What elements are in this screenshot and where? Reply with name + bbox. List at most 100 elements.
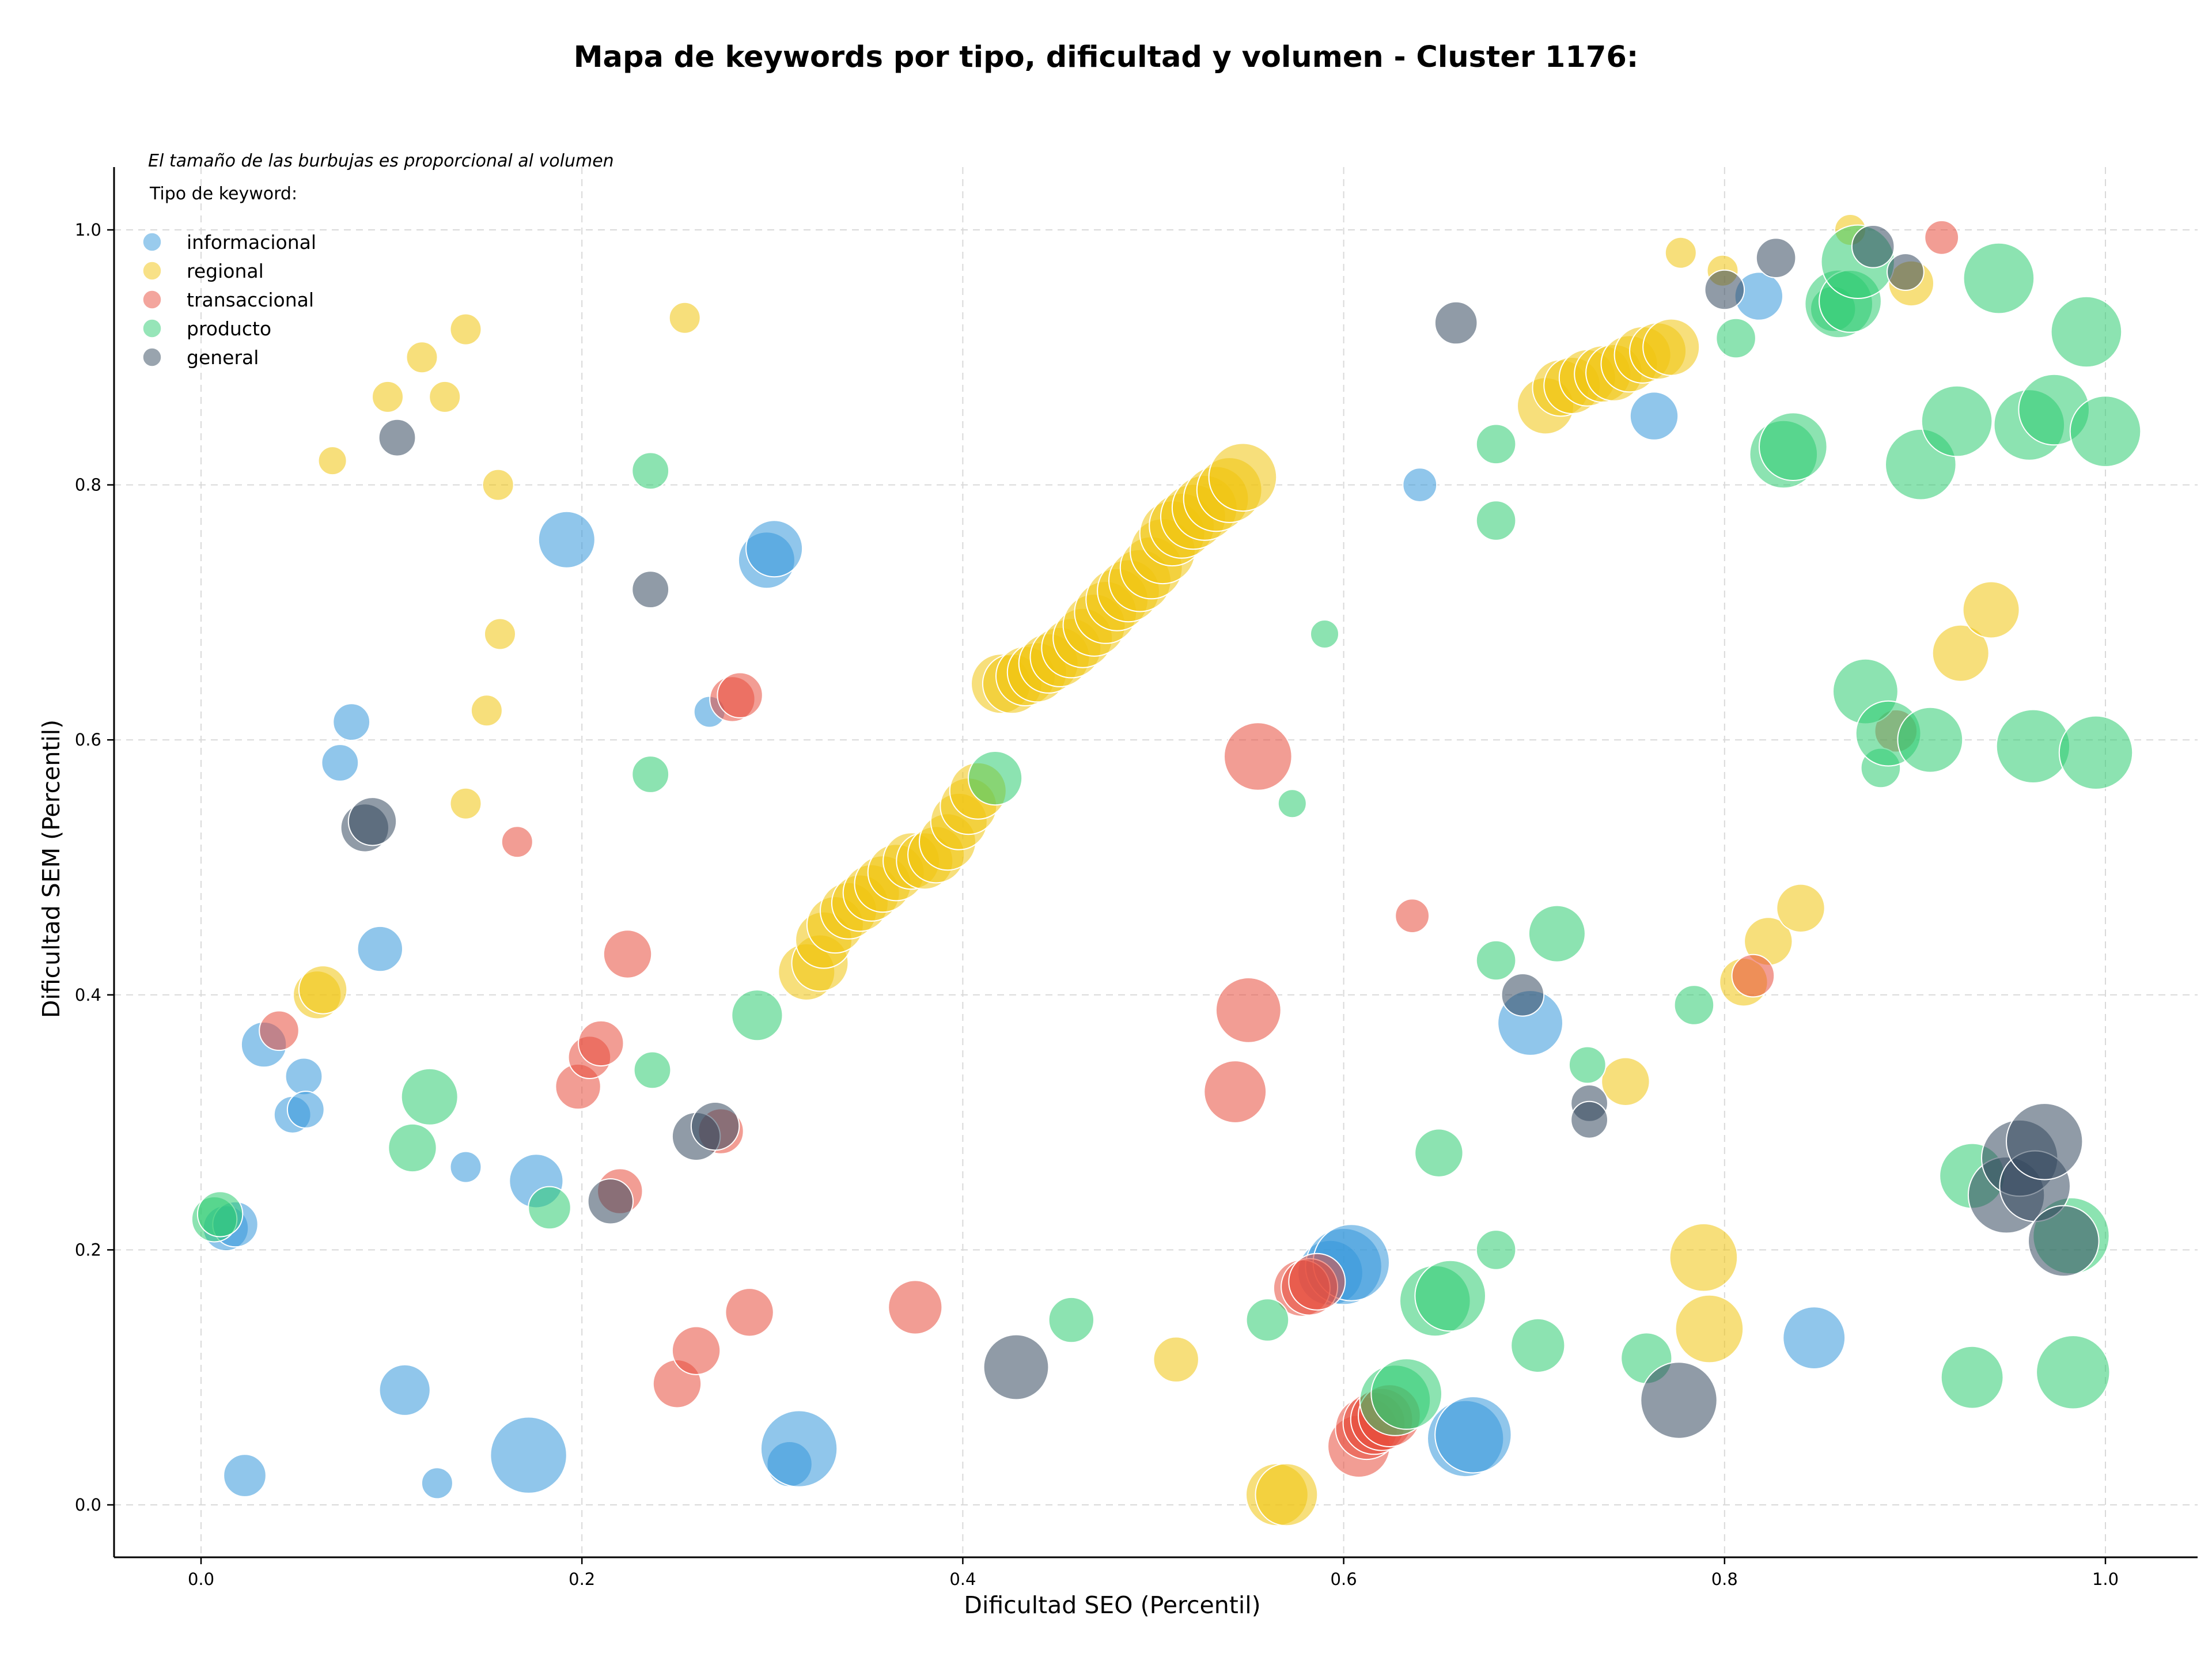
bubble-producto <box>1277 789 1307 819</box>
bubble-producto <box>731 989 783 1042</box>
bubble-regional <box>1669 1223 1738 1292</box>
bubble-regional <box>449 787 482 820</box>
legend-title: Tipo de keyword: <box>149 184 297 204</box>
x-tick-label: 0.8 <box>1711 1569 1738 1589</box>
bubble-regional <box>1776 883 1825 933</box>
bubble-general <box>690 1102 740 1151</box>
bubble-general <box>1755 237 1797 279</box>
bubble-producto <box>400 1068 459 1126</box>
bubble-producto <box>2058 715 2134 790</box>
bubble-regional <box>1601 1057 1650 1107</box>
bubble-producto <box>2036 1335 2111 1410</box>
bubble-informacional <box>285 1057 323 1096</box>
y-tick-label: 1.0 <box>75 220 101 240</box>
bubble-regional <box>1931 624 1990 682</box>
bubble-informacional <box>490 1416 567 1494</box>
bubble-general <box>1640 1361 1718 1439</box>
bubble-producto <box>631 755 670 793</box>
legend-label-general: general <box>187 346 259 369</box>
bubble-regional <box>1675 1294 1744 1364</box>
bubble-informacional <box>745 520 804 578</box>
bubble-general <box>587 1178 634 1225</box>
series-producto <box>191 224 2142 1436</box>
bubble-transaccional <box>1224 722 1293 791</box>
bubble-transaccional <box>1203 1060 1267 1123</box>
bubble-producto <box>1475 1229 1517 1270</box>
bubble-informacional <box>1629 391 1679 441</box>
bubble-regional <box>1962 581 2020 639</box>
y-axis-label: Dificultad SEM (Percentil) <box>37 720 65 1018</box>
legend-label-informacional: informacional <box>187 231 316 253</box>
series-regional <box>293 214 2020 1527</box>
bubble-transaccional <box>501 826 533 858</box>
bubble-regional <box>429 380 461 413</box>
bubble-transaccional <box>1288 1253 1346 1311</box>
bubble-general <box>1887 253 1925 291</box>
bubble-informacional <box>286 1091 325 1129</box>
legend-label-transaccional: transaccional <box>187 289 314 311</box>
bubble-regional <box>1153 1336 1199 1383</box>
legend-marker-general <box>142 347 162 367</box>
bubble-producto <box>1759 412 1828 482</box>
bubble-informacional <box>321 744 359 782</box>
bubble-informacional <box>1434 1396 1512 1474</box>
bubble-regional <box>1208 442 1278 512</box>
bubble-producto <box>2050 296 2123 368</box>
bubble-transaccional <box>1395 898 1430 933</box>
x-tick-label: 0.0 <box>188 1569 214 1589</box>
bubble-general <box>1704 269 1745 311</box>
bubble-general <box>378 418 416 457</box>
legend-label-producto: producto <box>187 317 271 340</box>
bubble-informacional <box>223 1454 267 1497</box>
bubble-general <box>347 797 397 846</box>
bubble-regional <box>668 301 701 334</box>
bubble-producto <box>1568 1046 1607 1084</box>
bubble-regional <box>484 618 516 650</box>
y-tick-label: 0.6 <box>75 730 101 750</box>
bubble-producto <box>1715 317 1756 359</box>
y-tick-label: 0.4 <box>75 985 101 1005</box>
bubble-general <box>2028 1205 2100 1277</box>
series-informacional <box>202 271 1846 1500</box>
legend-label-regional: regional <box>187 260 264 282</box>
bubble-producto <box>1528 905 1586 963</box>
bubble-producto <box>388 1123 437 1173</box>
bubble-producto <box>1310 619 1339 649</box>
x-tick-label: 1.0 <box>2092 1569 2119 1589</box>
bubble-transaccional <box>1924 220 1960 255</box>
bubble-transaccional <box>578 1020 624 1067</box>
bubble-producto <box>968 751 1023 806</box>
x-axis-label: Dificultad SEO (Percentil) <box>964 1591 1260 1619</box>
bubble-producto <box>1475 500 1517 541</box>
bubble-regional <box>1255 1463 1319 1527</box>
bubble-regional <box>406 341 438 374</box>
bubble-regional <box>298 965 348 1015</box>
x-tick-label: 0.2 <box>569 1569 595 1589</box>
bubble-producto <box>1048 1296 1095 1344</box>
bubble-regional <box>449 313 482 346</box>
grid <box>114 167 2198 1557</box>
series-general <box>340 225 2100 1439</box>
bubble-producto <box>2069 395 2142 468</box>
bubble-informacional <box>421 1467 453 1500</box>
axes: 0.0 0.2 0.4 0.6 0.8 1.0 0.0 0.2 0.4 0.6 0.8 1.0 <box>75 167 2198 1589</box>
bubble-producto <box>1245 1298 1290 1342</box>
y-tick-label: 0.0 <box>75 1495 101 1515</box>
bubble-regional <box>1664 236 1697 269</box>
bubble-informacional <box>332 703 371 741</box>
y-tick-label: 0.8 <box>75 475 101 495</box>
bubbles-layer <box>191 214 2142 1527</box>
legend: Tipo de keyword: informacional regional tr… <box>142 184 316 369</box>
bubble-transaccional <box>717 672 763 718</box>
bubble-producto <box>1673 985 1715 1026</box>
legend-marker-informacional <box>142 232 162 252</box>
bubble-informacional <box>1782 1306 1846 1370</box>
bubble-producto <box>1897 706 1964 773</box>
size-note: El tamaño de las burbujas es proporciona… <box>148 151 614 171</box>
bubble-producto <box>1414 1259 1486 1332</box>
bubble-general <box>1851 225 1895 268</box>
bubble-regional <box>482 468 514 501</box>
legend-marker-transaccional <box>142 290 162 309</box>
bubble-producto <box>633 1051 672 1089</box>
